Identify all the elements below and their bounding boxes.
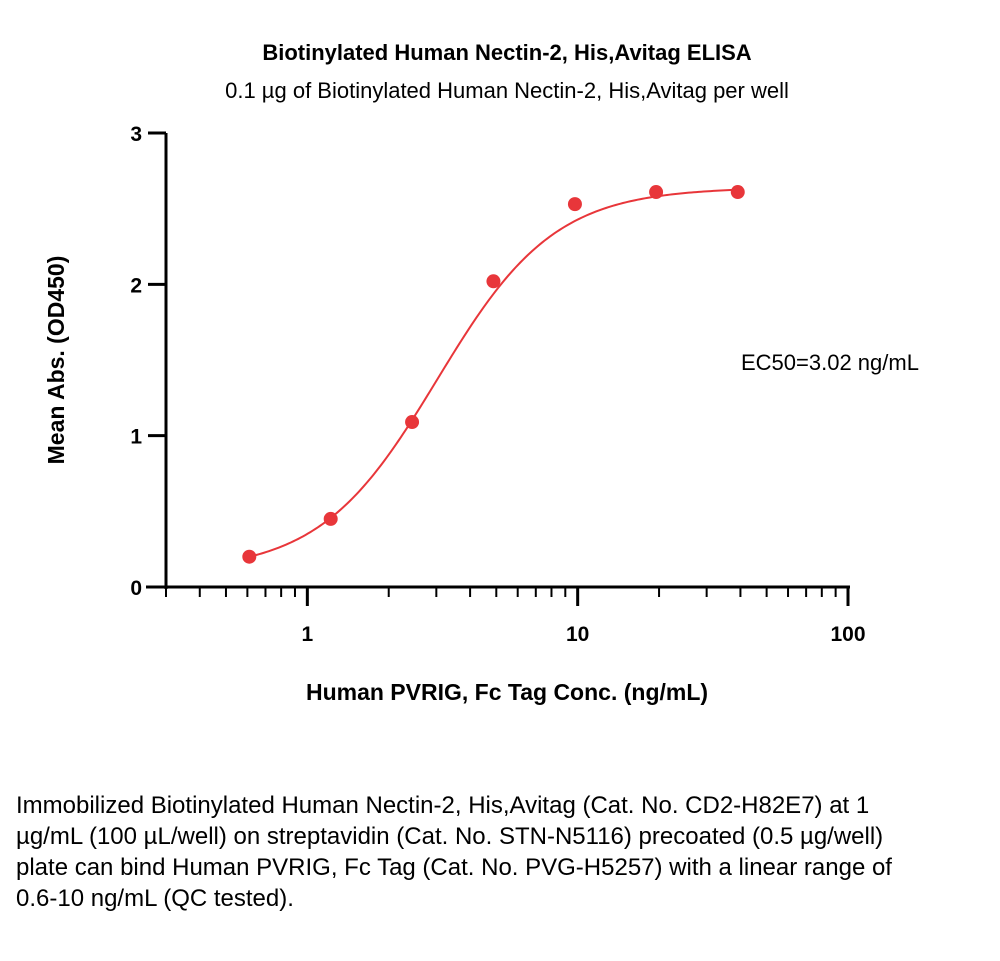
x-tick-label: 10 <box>566 623 589 646</box>
y-axis-title: Mean Abs. (OD450) <box>43 256 69 465</box>
data-point <box>486 274 501 289</box>
y-ticks: 0 1 2 3 <box>130 123 166 600</box>
y-tick-label: 1 <box>130 426 142 449</box>
data-point <box>242 549 257 564</box>
chart: Biotinylated Human Nectin-2, His,Avitag … <box>43 40 919 705</box>
data-point <box>730 185 745 200</box>
data-points <box>242 185 745 564</box>
data-point <box>567 197 582 212</box>
chart-subtitle: 0.1 µg of Biotinylated Human Nectin-2, H… <box>225 78 789 103</box>
y-tick-label: 2 <box>130 274 142 297</box>
data-point <box>649 185 664 200</box>
x-tick-label: 100 <box>830 623 865 646</box>
figure-caption: Immobilized Biotinylated Human Nectin-2,… <box>16 792 892 912</box>
data-point <box>323 511 338 526</box>
x-axis-title: Human PVRIG, Fc Tag Conc. (ng/mL) <box>306 679 708 705</box>
fit-curve <box>249 188 738 558</box>
x-ticks: 1 10 100 <box>165 587 866 646</box>
x-tick-label: 1 <box>302 623 314 646</box>
ec50-annotation: EC50=3.02 ng/mL <box>741 350 919 375</box>
chart-title: Biotinylated Human Nectin-2, His,Avitag … <box>262 40 751 65</box>
data-point <box>405 415 420 430</box>
y-tick-label: 3 <box>130 123 142 146</box>
y-tick-label: 0 <box>130 577 142 600</box>
